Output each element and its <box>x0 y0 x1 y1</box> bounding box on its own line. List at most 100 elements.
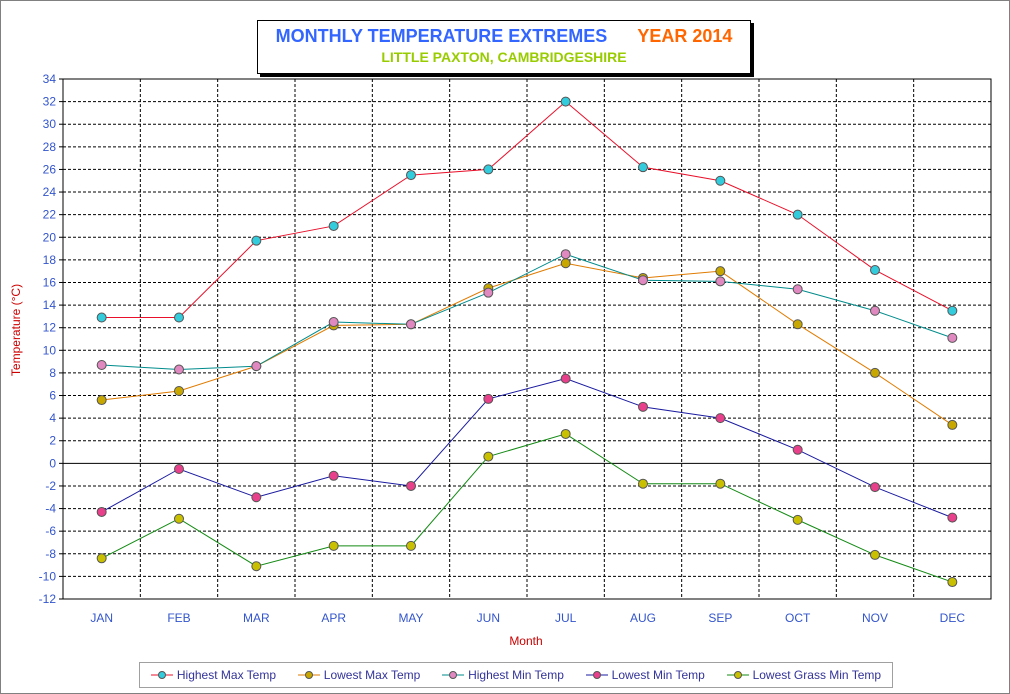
y-tick-label: 10 <box>43 343 57 357</box>
legend-swatch <box>297 671 320 679</box>
chart-subtitle: LITTLE PAXTON, CAMBRIDGESHIRE <box>381 49 627 65</box>
data-point-2 <box>251 361 262 372</box>
legend-item: Highest Min Temp <box>442 668 564 682</box>
data-point-2 <box>792 284 803 295</box>
data-point-1 <box>174 386 184 396</box>
legend-label: Highest Max Temp <box>176 668 277 682</box>
y-tick-label: 30 <box>43 117 57 131</box>
y-tick-label: 32 <box>43 95 57 109</box>
x-tick-label: SEP <box>708 611 732 625</box>
x-tick-label: DEC <box>940 611 966 625</box>
data-point-4 <box>96 553 107 564</box>
data-point-2 <box>870 305 880 316</box>
data-point-2 <box>328 317 339 328</box>
x-tick-label: NOV <box>862 611 888 625</box>
data-point-1 <box>870 367 880 378</box>
x-tick-label: APR <box>321 611 346 625</box>
chart-title-line: MONTHLY TEMPERATURE EXTREMES YEAR 2014 <box>258 26 750 47</box>
x-tick-label: JUL <box>555 611 577 625</box>
legend-swatch <box>585 671 608 679</box>
data-point-0 <box>870 265 880 276</box>
y-tick-label: -4 <box>45 502 56 516</box>
y-tick-label: 28 <box>43 140 57 154</box>
data-point-3 <box>947 512 958 523</box>
data-point-0 <box>947 305 958 316</box>
data-point-0 <box>174 312 184 323</box>
data-point-0 <box>792 209 803 220</box>
y-tick-label: 34 <box>43 72 57 86</box>
legend-item: Lowest Max Temp <box>297 668 421 682</box>
series-line-1 <box>101 262 953 426</box>
data-point-4 <box>715 478 726 489</box>
data-point-0 <box>483 164 494 175</box>
y-tick-label: 4 <box>49 411 56 425</box>
data-point-2 <box>560 249 571 260</box>
data-point-2 <box>483 287 494 298</box>
axis-layer: -12-10-8-6-4-202468101214161820222426283… <box>39 72 966 625</box>
legend-label: Lowest Max Temp <box>323 668 421 682</box>
legend-label: Highest Min Temp <box>468 668 564 682</box>
grid-layer <box>62 78 992 600</box>
chart-title-year: YEAR 2014 <box>637 26 733 46</box>
data-point-2 <box>638 275 648 286</box>
x-tick-label: JAN <box>90 611 113 625</box>
data-point-2 <box>406 319 416 330</box>
legend-item: Lowest Min Temp <box>585 668 705 682</box>
y-tick-label: -12 <box>39 592 57 606</box>
data-point-4 <box>870 549 880 560</box>
series-line-3 <box>101 378 953 519</box>
x-axis-label: Month <box>509 634 542 648</box>
data-point-3 <box>406 480 416 491</box>
x-tick-label: MAR <box>243 611 270 625</box>
data-point-4 <box>638 478 648 489</box>
series-line-0 <box>101 100 953 319</box>
data-point-0 <box>96 312 107 323</box>
chart-legend: Highest Max Temp Lowest Max Temp Highest M… <box>139 662 893 688</box>
y-tick-label: -6 <box>45 524 56 538</box>
x-tick-label: AUG <box>630 611 656 625</box>
data-point-3 <box>483 393 494 404</box>
series-line-4 <box>101 433 953 583</box>
x-tick-label: JUN <box>477 611 500 625</box>
legend-swatch <box>150 671 173 679</box>
data-point-3 <box>792 444 803 455</box>
data-point-3 <box>96 506 107 517</box>
series-line-2 <box>101 253 953 371</box>
data-point-1 <box>560 258 571 269</box>
chart-title-box: MONTHLY TEMPERATURE EXTREMES YEAR 2014 LI… <box>257 20 751 74</box>
data-point-2 <box>715 276 726 287</box>
data-point-4 <box>174 513 184 524</box>
data-point-1 <box>96 395 107 406</box>
y-tick-label: 18 <box>43 253 57 267</box>
data-point-3 <box>638 401 648 412</box>
data-point-4 <box>483 451 494 462</box>
series-layer <box>96 96 958 588</box>
data-point-3 <box>174 464 184 474</box>
y-tick-label: 20 <box>43 230 57 244</box>
data-point-3 <box>560 373 571 384</box>
data-point-1 <box>792 319 803 330</box>
x-tick-label: OCT <box>785 611 811 625</box>
data-point-4 <box>328 540 339 551</box>
y-axis-label: Temperature (°C) <box>9 284 23 376</box>
y-tick-label: 16 <box>43 275 57 289</box>
legend-item: Lowest Grass Min Temp <box>726 668 881 682</box>
data-point-2 <box>174 364 184 375</box>
data-point-4 <box>792 514 803 525</box>
y-tick-label: 8 <box>49 366 56 380</box>
x-tick-label: MAY <box>398 611 423 625</box>
y-tick-label: 24 <box>43 185 57 199</box>
y-tick-label: 14 <box>43 298 57 312</box>
data-point-0 <box>715 175 726 186</box>
y-tick-label: 26 <box>43 162 57 176</box>
legend-swatch <box>442 671 465 679</box>
data-point-2 <box>96 360 107 370</box>
data-point-4 <box>251 561 262 572</box>
data-point-3 <box>870 482 880 493</box>
y-tick-label: -10 <box>39 569 57 583</box>
chart-title: MONTHLY TEMPERATURE EXTREMES <box>275 26 608 46</box>
y-tick-label: -8 <box>45 547 56 561</box>
data-point-1 <box>715 266 726 277</box>
y-tick-label: 0 <box>49 456 56 470</box>
